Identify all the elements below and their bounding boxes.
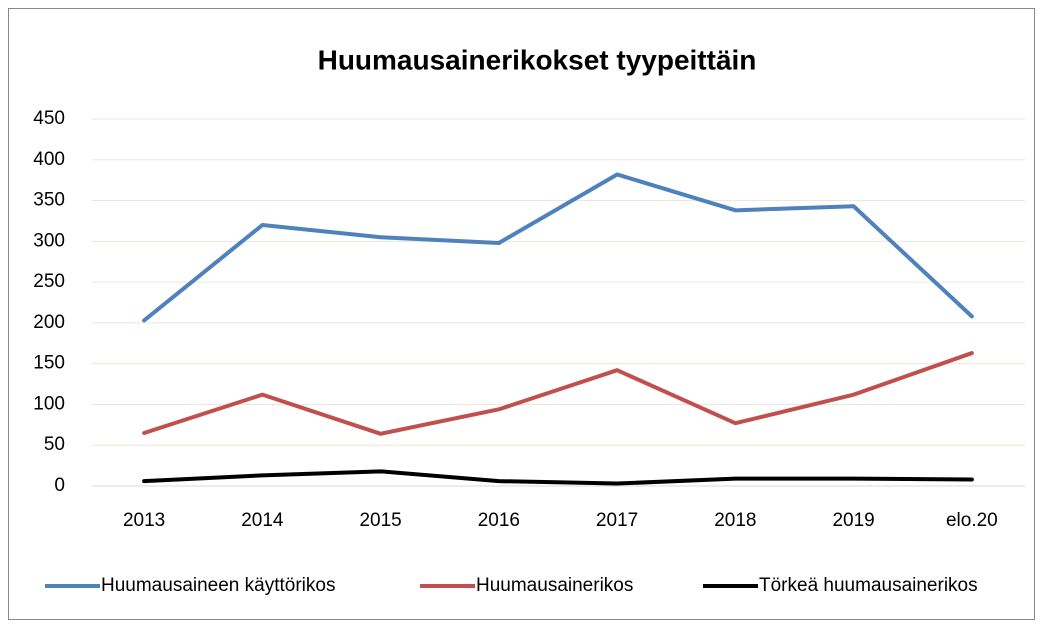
y-tick-label: 450 <box>33 108 65 129</box>
legend-label: Törkeä huumausainerikos <box>759 575 978 596</box>
chart-border <box>8 8 1035 620</box>
x-tick-label: 2013 <box>123 510 165 531</box>
y-tick-label: 400 <box>33 149 65 170</box>
x-tick-label: 2017 <box>596 510 638 531</box>
series-line <box>142 351 974 436</box>
chart-title: Huumausainerikokset tyypeittäin <box>318 44 757 75</box>
legend-label: Huumausainerikos <box>476 575 633 596</box>
x-tick-label: 2016 <box>478 510 520 531</box>
y-tick-label: 200 <box>33 312 65 333</box>
x-tick-label: elo.20 <box>946 510 998 531</box>
y-tick-label: 100 <box>33 393 65 414</box>
y-tick-label: 250 <box>33 271 65 292</box>
x-tick-label: 2019 <box>832 510 874 531</box>
y-tick-label: 300 <box>33 230 65 251</box>
y-tick-label: 350 <box>33 190 65 211</box>
x-tick-label: 2018 <box>714 510 756 531</box>
series-line <box>142 172 974 323</box>
series-line <box>142 469 974 486</box>
x-tick-label: 2015 <box>359 510 401 531</box>
legend-label: Huumausaineen käyttörikos <box>101 575 335 596</box>
x-tick-label: 2014 <box>241 510 284 531</box>
y-tick-label: 150 <box>33 353 65 374</box>
y-tick-label: 50 <box>44 434 65 455</box>
y-tick-label: 0 <box>54 475 65 496</box>
